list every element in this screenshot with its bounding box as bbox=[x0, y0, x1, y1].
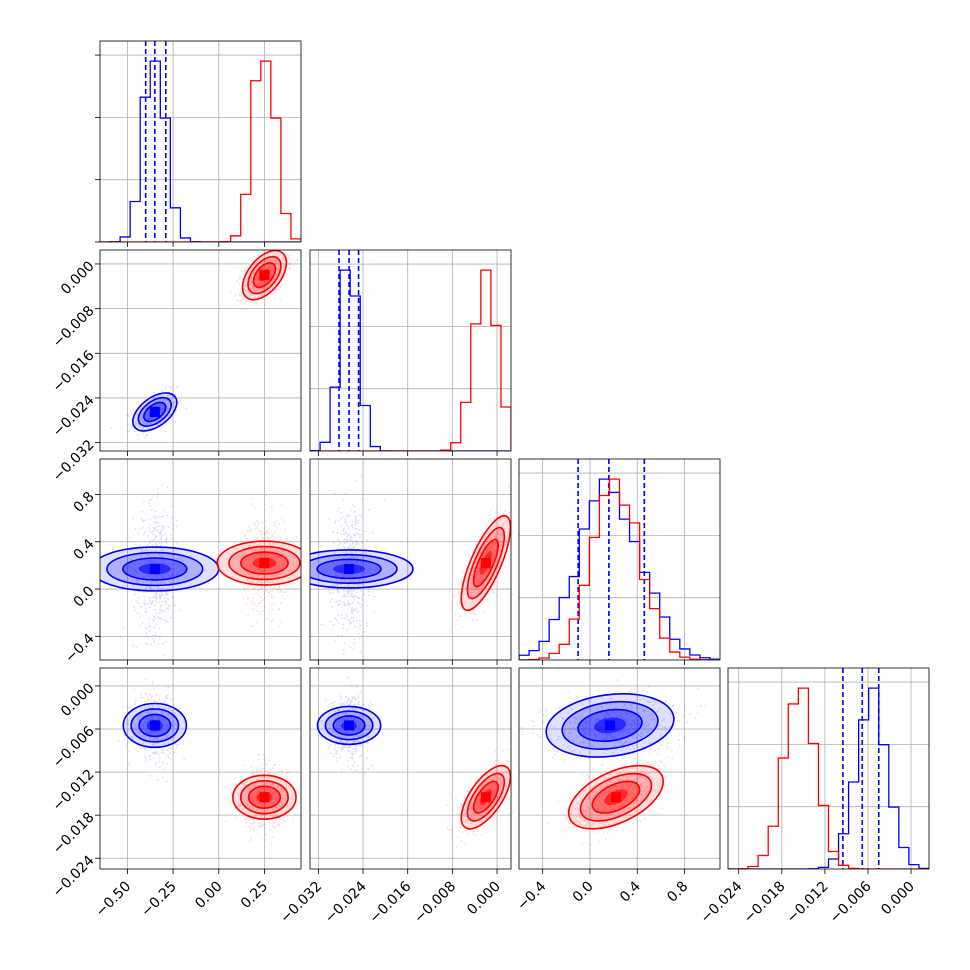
peak-blue bbox=[149, 406, 160, 417]
peak-red bbox=[480, 792, 491, 803]
x-tick-label: 0.000 bbox=[878, 879, 918, 919]
x-tick-label: 0.000 bbox=[464, 879, 504, 919]
panel-frame bbox=[309, 249, 512, 452]
x-tick-label: −0.008 bbox=[411, 879, 459, 927]
x-tick-label: −0.024 bbox=[322, 878, 370, 926]
y-tick-label: 0.000 bbox=[58, 258, 98, 298]
scatter-red bbox=[449, 486, 511, 628]
x-tick-label: 0.0 bbox=[570, 879, 597, 906]
y-tick-label: 0.0 bbox=[71, 583, 98, 610]
x-tick-label: −0.25 bbox=[138, 879, 180, 921]
x-tick-label: 0.25 bbox=[238, 879, 271, 912]
peak-blue bbox=[605, 720, 616, 731]
panel-frame bbox=[518, 458, 721, 661]
peak-red bbox=[259, 558, 270, 569]
y-tick-label: −0.016 bbox=[50, 348, 98, 396]
peak-blue bbox=[149, 720, 160, 731]
panel-3-1: −0.032−0.024−0.016−0.008 0.000 bbox=[277, 667, 512, 927]
y-tick-label: −0.032 bbox=[50, 437, 98, 485]
x-tick-label: −0.006 bbox=[827, 878, 875, 926]
x-tick-label: −0.024 bbox=[698, 878, 746, 926]
peak-red bbox=[480, 558, 491, 569]
y-tick-label: −0.012 bbox=[50, 766, 98, 814]
x-tick-label: −0.016 bbox=[367, 878, 415, 926]
histogram-blue bbox=[728, 687, 929, 869]
panel-frame bbox=[727, 667, 930, 870]
y-tick-label: −0.008 bbox=[50, 303, 98, 351]
scatter-red bbox=[231, 495, 298, 633]
x-tick-label: −0.012 bbox=[784, 879, 832, 927]
panel-1-0: −0.032−0.024−0.016−0.008 0.000 bbox=[50, 249, 302, 485]
peak-red bbox=[610, 792, 621, 803]
x-tick-label: 0.8 bbox=[664, 879, 691, 906]
peak-red bbox=[259, 270, 270, 281]
panel-2-2 bbox=[518, 458, 721, 665]
panel-3-2: −0.4 0.0 0.4 0.8 bbox=[514, 667, 721, 914]
y-tick-label: −0.006 bbox=[50, 723, 98, 771]
y-tick-label: −0.024 bbox=[50, 853, 98, 901]
panel-2-1 bbox=[309, 458, 512, 665]
panel-frame bbox=[99, 667, 302, 870]
panel-frame bbox=[99, 40, 302, 243]
x-tick-label: −0.032 bbox=[277, 879, 325, 927]
histogram-red bbox=[519, 478, 720, 660]
y-tick-label: −0.018 bbox=[50, 810, 98, 858]
panel-frame bbox=[309, 458, 512, 661]
peak-blue bbox=[344, 720, 355, 731]
histogram-blue bbox=[519, 478, 720, 660]
y-tick-label: 0.000 bbox=[58, 680, 98, 720]
histogram-blue bbox=[100, 60, 301, 242]
y-tick-label: −0.024 bbox=[50, 392, 98, 440]
peak-blue bbox=[344, 563, 355, 574]
panel-1-1 bbox=[309, 249, 512, 456]
scatter-red bbox=[446, 748, 511, 848]
panel-frame bbox=[99, 249, 302, 452]
panel-frame bbox=[309, 667, 512, 870]
scatter-red bbox=[546, 749, 673, 846]
panel-frame bbox=[99, 458, 302, 661]
x-tick-label: 0.00 bbox=[192, 879, 225, 912]
panel-frame bbox=[518, 667, 721, 870]
peak-red bbox=[259, 792, 270, 803]
x-tick-label: −0.018 bbox=[741, 879, 789, 927]
scatter-blue bbox=[118, 678, 185, 783]
x-tick-label: 0.4 bbox=[617, 878, 644, 905]
panel-2-0: −0.4 0.0 0.4 0.8 bbox=[62, 458, 302, 666]
y-tick-label: 0.8 bbox=[71, 489, 98, 516]
y-tick-label: 0.4 bbox=[71, 536, 98, 563]
panel-0-0 bbox=[95, 40, 302, 247]
peak-blue bbox=[149, 563, 160, 574]
x-tick-label: −0.4 bbox=[514, 878, 549, 913]
y-tick-label: −0.4 bbox=[62, 631, 97, 666]
panel-3-3: −0.024−0.018−0.012−0.006 0.000 bbox=[698, 667, 930, 927]
x-tick-label: −0.50 bbox=[93, 879, 135, 921]
